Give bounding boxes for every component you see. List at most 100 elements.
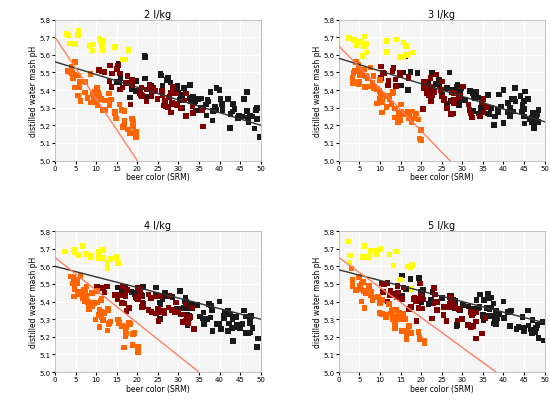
Point — [360, 44, 368, 51]
Point — [378, 110, 387, 117]
Point — [176, 92, 185, 99]
Point — [533, 322, 542, 329]
Point — [424, 88, 432, 94]
Point — [375, 299, 384, 306]
Point — [360, 67, 368, 74]
Title: 4 l/kg: 4 l/kg — [144, 221, 172, 231]
Point — [135, 289, 144, 296]
Point — [153, 306, 162, 313]
Point — [411, 297, 420, 303]
Point — [104, 321, 113, 328]
Point — [161, 104, 170, 110]
Point — [178, 93, 187, 100]
Point — [234, 113, 243, 119]
Point — [471, 319, 480, 325]
Point — [68, 71, 76, 77]
Point — [345, 253, 354, 259]
Point — [503, 101, 512, 107]
Point — [483, 111, 492, 117]
Point — [392, 307, 401, 313]
Point — [228, 316, 237, 322]
Point — [98, 107, 107, 113]
Point — [529, 115, 537, 121]
Point — [354, 81, 363, 88]
Point — [367, 292, 376, 298]
Point — [130, 290, 139, 296]
Point — [450, 97, 459, 104]
Point — [128, 83, 137, 90]
Point — [409, 296, 418, 303]
Point — [516, 93, 525, 100]
Point — [353, 79, 361, 85]
Point — [70, 249, 79, 256]
Point — [348, 279, 357, 285]
Point — [241, 330, 250, 336]
Point — [137, 85, 146, 92]
Point — [432, 72, 441, 79]
Point — [352, 60, 361, 66]
Point — [134, 297, 142, 303]
Point — [469, 310, 477, 317]
Point — [446, 298, 455, 305]
Point — [70, 60, 79, 66]
Point — [79, 243, 87, 249]
Point — [471, 96, 480, 103]
Point — [189, 94, 197, 100]
Point — [62, 32, 71, 38]
Point — [138, 304, 147, 311]
Point — [386, 252, 394, 258]
Point — [398, 328, 406, 334]
Point — [392, 37, 401, 44]
Point — [417, 300, 426, 306]
Point — [142, 87, 151, 94]
Point — [70, 60, 79, 66]
Point — [428, 289, 437, 295]
Point — [381, 312, 390, 319]
Point — [94, 88, 102, 94]
Point — [494, 110, 503, 116]
Point — [128, 116, 136, 123]
Point — [79, 292, 88, 298]
Point — [520, 114, 529, 121]
Point — [372, 252, 381, 258]
Point — [223, 97, 232, 103]
Point — [252, 344, 261, 351]
Point — [199, 105, 207, 112]
X-axis label: beer color (SRM): beer color (SRM) — [410, 384, 474, 393]
Point — [97, 298, 106, 304]
Point — [160, 310, 169, 317]
Point — [133, 344, 142, 351]
Point — [97, 296, 106, 302]
Point — [456, 308, 465, 314]
Point — [443, 101, 452, 108]
Point — [424, 301, 433, 308]
Point — [420, 85, 428, 92]
Point — [87, 253, 96, 260]
Point — [376, 301, 384, 307]
Point — [520, 325, 529, 331]
Point — [205, 301, 213, 307]
Point — [447, 300, 456, 307]
Point — [175, 288, 184, 295]
Point — [183, 322, 192, 328]
Point — [439, 312, 448, 319]
Point — [121, 57, 130, 64]
Point — [392, 291, 400, 298]
Point — [511, 85, 520, 92]
Point — [161, 290, 169, 297]
Point — [151, 310, 160, 317]
Point — [361, 290, 370, 297]
Point — [69, 76, 78, 82]
Point — [370, 248, 379, 255]
Point — [469, 306, 477, 312]
Point — [60, 249, 69, 255]
Point — [450, 297, 459, 304]
Point — [79, 79, 87, 86]
Point — [156, 299, 164, 306]
Point — [400, 316, 409, 322]
Point — [384, 83, 393, 90]
Point — [149, 85, 158, 92]
Point — [350, 68, 359, 75]
Point — [422, 90, 431, 97]
Point — [147, 309, 156, 316]
